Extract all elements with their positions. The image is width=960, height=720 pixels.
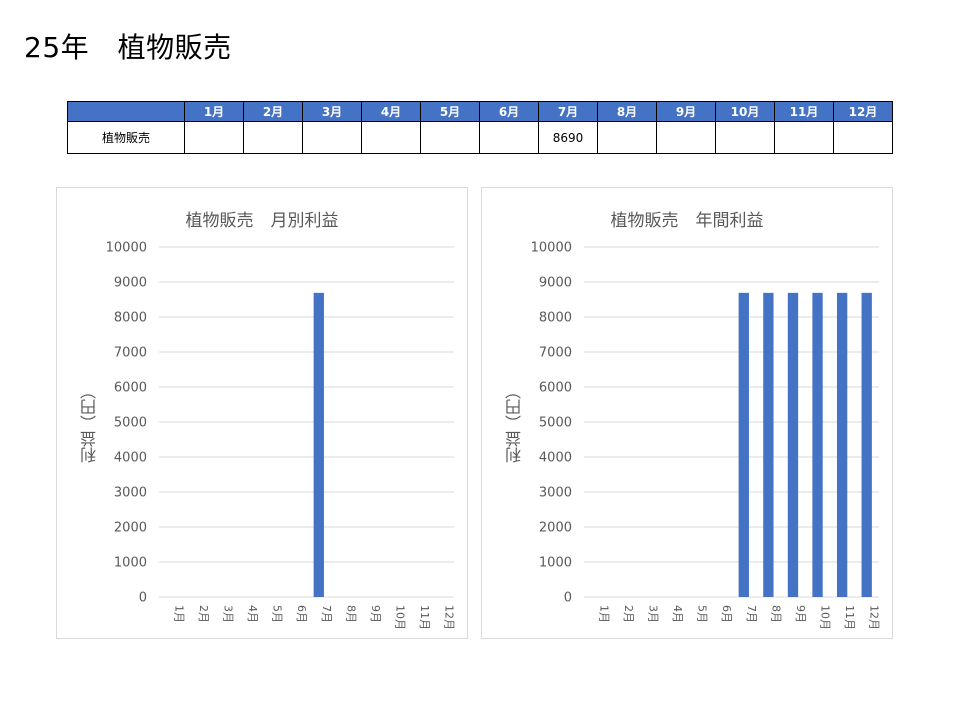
table-header-cell	[67, 101, 185, 122]
table-cell	[715, 121, 775, 154]
table-header-cell: 9月	[656, 101, 716, 122]
bar	[738, 292, 749, 597]
y-tick-label: 0	[564, 591, 572, 606]
y-tick-label: 0	[139, 591, 147, 606]
x-tick-label: 3月	[221, 605, 234, 623]
y-tick-label: 10000	[106, 241, 147, 256]
chart-plot: 0 1000 2000 3000 4000 5000 6000 7000 8000 9000 100…	[106, 241, 456, 631]
table-header-cell: 1月	[184, 101, 244, 122]
x-tick-label: 9月	[794, 605, 807, 623]
y-tick-label: 2000	[539, 521, 572, 536]
x-tick-label: 11月	[843, 605, 856, 630]
x-tick-label: 9月	[369, 605, 382, 623]
annual-profit-chart: 植物販売 年間利益 利益（円） 0 1000 2000 3000 4000 5000 600…	[481, 187, 893, 639]
y-tick-label: 4000	[539, 451, 572, 466]
x-tick-label: 6月	[720, 605, 733, 623]
bar	[812, 292, 823, 597]
table-header-cell: 7月	[538, 101, 598, 122]
table-header-cell: 2月	[243, 101, 303, 122]
chart-plot: 0 1000 2000 3000 4000 5000 6000 7000 8000 9000 100…	[531, 241, 881, 631]
y-tick-label: 8000	[539, 311, 572, 326]
bar	[313, 292, 324, 597]
y-tick-label: 8000	[114, 311, 147, 326]
table-header-cell: 12月	[833, 101, 893, 122]
table-cell	[774, 121, 834, 154]
x-tick-label: 1月	[597, 605, 610, 623]
y-tick-label: 10000	[531, 241, 572, 256]
x-tick-label: 3月	[646, 605, 659, 623]
table-cell	[243, 121, 303, 154]
x-tick-label: 8月	[344, 605, 357, 623]
y-tick-label: 4000	[114, 451, 147, 466]
bar	[787, 292, 799, 597]
table-cell	[597, 121, 657, 154]
x-tick-label: 5月	[696, 605, 709, 623]
table-cell	[420, 121, 480, 154]
x-tick-label: 4月	[671, 605, 684, 623]
y-tick-label: 5000	[114, 416, 147, 431]
y-tick-label: 6000	[114, 381, 147, 396]
x-tick-label: 7月	[745, 605, 758, 623]
bar	[763, 292, 774, 597]
x-tick-label: 2月	[622, 605, 635, 623]
y-tick-label: 7000	[539, 346, 572, 361]
table-header-cell: 10月	[715, 101, 775, 122]
row-label-cell: 植物販売	[67, 121, 185, 154]
y-tick-label: 9000	[539, 276, 572, 291]
y-tick-label: 1000	[539, 556, 572, 571]
y-tick-label: 1000	[114, 556, 147, 571]
x-tick-label: 10月	[394, 605, 407, 630]
x-tick-label: 6月	[295, 605, 308, 623]
table-header-row: 1月 2月 3月 4月 5月 6月 7月 8月 9月 10月 11月 12月	[67, 101, 893, 122]
y-tick-label: 7000	[114, 346, 147, 361]
table-cell	[361, 121, 421, 154]
table-header-cell: 8月	[597, 101, 657, 122]
x-tick-label: 12月	[443, 605, 456, 630]
x-tick-label: 10月	[819, 605, 832, 630]
table-cell	[656, 121, 716, 154]
chart-title: 植物販売 年間利益	[610, 211, 764, 231]
x-tick-label: 11月	[418, 605, 431, 630]
bar	[861, 292, 872, 597]
x-tick-label: 5月	[271, 605, 284, 623]
table-cell	[479, 121, 539, 154]
table-cell	[302, 121, 362, 154]
table-cell	[184, 121, 244, 154]
table-header-cell: 6月	[479, 101, 539, 122]
y-tick-label: 3000	[539, 486, 572, 501]
x-tick-label: 4月	[246, 605, 259, 623]
table-header-cell: 4月	[361, 101, 421, 122]
x-tick-label: 7月	[320, 605, 333, 623]
table-cell: 8690	[538, 121, 598, 154]
chart-title: 植物販売 月別利益	[185, 211, 339, 231]
x-tick-label: 12月	[868, 605, 881, 630]
table-header-cell: 11月	[774, 101, 834, 122]
x-tick-label: 8月	[769, 605, 782, 623]
monthly-profit-table: 1月 2月 3月 4月 5月 6月 7月 8月 9月 10月 11月 12月 植…	[67, 101, 893, 154]
table-cell	[833, 121, 893, 154]
page-title: 25年 植物販売	[24, 31, 232, 64]
y-tick-label: 2000	[114, 521, 147, 536]
y-tick-label: 6000	[539, 381, 572, 396]
x-tick-label: 2月	[197, 605, 210, 623]
table-row: 植物販売 8690	[67, 121, 893, 154]
x-tick-label: 1月	[172, 605, 185, 623]
y-tick-label: 5000	[539, 416, 572, 431]
monthly-profit-chart: 植物販売 月別利益 利益（円） 0 1000 2000 3000 4000 5000 600…	[56, 187, 468, 639]
table-header-cell: 3月	[302, 101, 362, 122]
y-tick-label: 9000	[114, 276, 147, 291]
table-header-cell: 5月	[420, 101, 480, 122]
bar	[836, 292, 848, 597]
y-tick-label: 3000	[114, 486, 147, 501]
